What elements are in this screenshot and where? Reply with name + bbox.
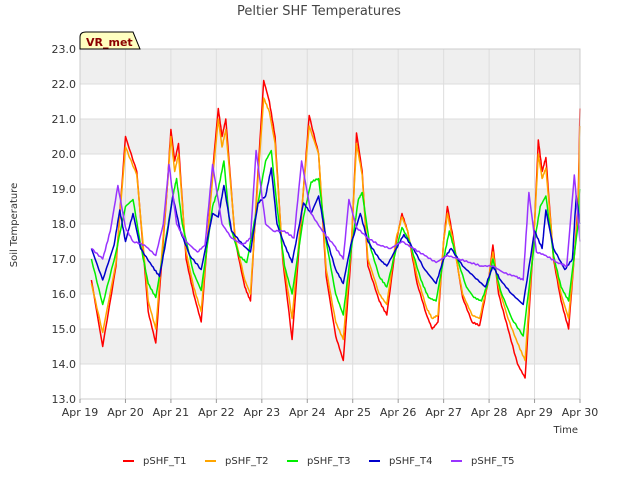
y-tick-label: 13.0 xyxy=(52,393,77,406)
x-tick-label: Apr 26 xyxy=(380,406,417,419)
y-tick-label: 17.0 xyxy=(52,253,77,266)
series-line-pshf-t3 xyxy=(90,149,581,337)
legend-label: pSHF_T5 xyxy=(471,456,514,467)
plot-frame xyxy=(79,48,581,400)
x-tick-label: Apr 30 xyxy=(562,406,599,419)
plot-band xyxy=(80,119,580,154)
legend: pSHF_T1 pSHF_T2 pSHF_T3 pSHF_T4 pSHF_T5 xyxy=(123,456,514,467)
series-line-pshf-t4 xyxy=(90,167,581,306)
x-tick-label: Apr 24 xyxy=(289,406,326,419)
x-axis-ticks: Apr 19 Apr 20 Apr 21 Apr 22 Apr 23 Apr 24 Apr … xyxy=(62,399,599,419)
badge-shape xyxy=(79,31,141,50)
y-tick-label: 23.0 xyxy=(52,43,77,56)
x-tick-label: Apr 27 xyxy=(425,406,462,419)
x-tick-label: Apr 21 xyxy=(153,406,190,419)
y-tick-label: 18.0 xyxy=(52,218,77,231)
y-axis-label: Soil Temperature xyxy=(9,183,20,268)
series-lines xyxy=(90,79,581,379)
x-tick-label: Apr 19 xyxy=(62,406,99,419)
y-tick-label: 21.0 xyxy=(52,113,77,126)
chart-title: Peltier SHF Temperatures xyxy=(237,4,401,19)
y-tick-label: 20.0 xyxy=(52,148,77,161)
x-tick-label: Apr 23 xyxy=(244,406,281,419)
x-tick-label: Apr 22 xyxy=(198,406,235,419)
y-tick-label: 14.0 xyxy=(52,358,77,371)
legend-label: pSHF_T2 xyxy=(225,456,268,467)
x-tick-label: Apr 20 xyxy=(107,406,144,419)
y-axis-ticks: 13.0 14.0 15.0 16.0 17.0 18.0 19.0 20.0 21.0 22.0… xyxy=(52,43,77,406)
x-tick-label: Apr 29 xyxy=(516,406,553,419)
y-tick-label: 22.0 xyxy=(52,78,77,91)
series-line-pshf-t5 xyxy=(91,149,581,281)
plot-band xyxy=(80,49,580,84)
legend-label: pSHF_T3 xyxy=(307,456,350,467)
x-tick-label: Apr 28 xyxy=(471,406,508,419)
x-axis-label: Time xyxy=(553,425,578,436)
legend-label: pSHF_T4 xyxy=(389,456,432,467)
x-tick-label: Apr 25 xyxy=(334,406,371,419)
legend-label: pSHF_T1 xyxy=(143,456,186,467)
y-tick-label: 19.0 xyxy=(52,183,77,196)
plot-band xyxy=(80,189,580,224)
plot-band xyxy=(80,329,580,364)
y-tick-label: 15.0 xyxy=(52,323,77,336)
badge-label: VR_met xyxy=(86,36,133,49)
y-tick-label: 16.0 xyxy=(52,288,77,301)
vr-met-badge: VR_met xyxy=(79,31,141,50)
